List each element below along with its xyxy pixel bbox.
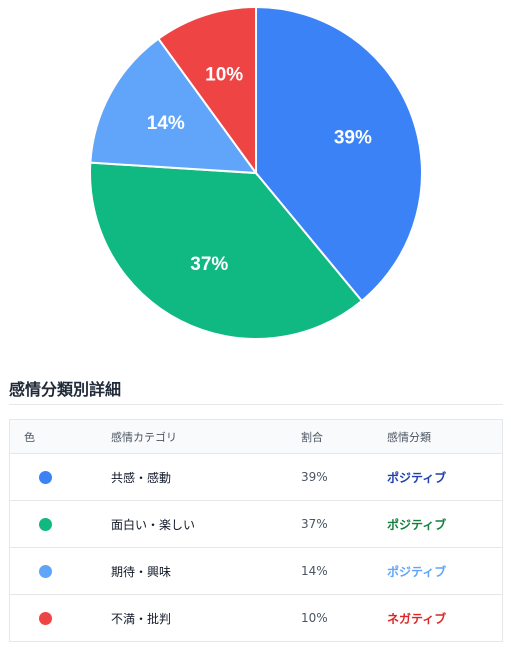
category-cell: 共感・感動 <box>111 453 301 501</box>
type-label: ポジティブ <box>387 564 447 579</box>
slice-empathy <box>255 5 423 303</box>
color-dot <box>39 471 52 484</box>
table-header-row: 色 感情カテゴリ 割合 感情分類 <box>9 419 503 454</box>
slice-percent-label: 10% <box>205 65 243 86</box>
color-dot <box>39 612 52 625</box>
slice-percent-label: 39% <box>334 128 372 149</box>
type-cell: ネガティブ <box>387 595 503 642</box>
percent-cell: 10% <box>301 611 328 625</box>
type-label: ポジティブ <box>387 470 447 485</box>
slice-expectation <box>89 37 259 175</box>
section-divider <box>9 404 503 405</box>
pie-slice-labels: 39% 37% 14% 10% <box>147 65 372 276</box>
pie-chart: 39% 37% 14% 10% <box>89 5 423 340</box>
header-percent: 割合 <box>301 419 387 454</box>
section-title: 感情分類別詳細 <box>9 380 122 399</box>
color-cell <box>9 547 111 595</box>
color-dot <box>39 518 52 531</box>
type-label: ネガティブ <box>387 611 447 626</box>
type-label: ポジティブ <box>387 517 447 532</box>
type-cell: ポジティブ <box>387 453 503 501</box>
emotion-detail-table: 色 感情カテゴリ 割合 感情分類 共感・感動 39% ポジティブ 面白い・楽しい… <box>9 419 503 642</box>
percent-cell: 14% <box>301 547 387 595</box>
percent-cell: 39% <box>301 453 387 501</box>
category-cell: 面白い・楽しい <box>111 500 301 548</box>
header-color: 色 <box>9 419 111 454</box>
percent-cell: 37% <box>301 500 387 548</box>
color-cell <box>10 595 112 642</box>
table-row: 不満・批判 10% ネガティブ <box>10 595 503 642</box>
color-dot <box>39 565 52 578</box>
color-cell <box>9 500 111 548</box>
slice-percent-label: 14% <box>147 113 185 134</box>
table-row: 共感・感動 39% ポジティブ <box>9 453 503 501</box>
header-type: 感情分類 <box>387 419 503 454</box>
slice-fun <box>89 161 364 340</box>
table-row: 期待・興味 14% ポジティブ <box>9 547 503 595</box>
category-cell: 期待・興味 <box>111 547 301 595</box>
slice-dissatisfaction <box>157 5 257 177</box>
pie-slices <box>89 5 423 340</box>
header-category: 感情カテゴリ <box>111 419 301 454</box>
slice-percent-label: 37% <box>190 254 228 275</box>
category-cell: 不満・批判 <box>111 611 172 626</box>
color-cell <box>9 453 111 501</box>
type-cell: ポジティブ <box>387 547 503 595</box>
type-cell: ポジティブ <box>387 500 503 548</box>
table-row: 面白い・楽しい 37% ポジティブ <box>9 500 503 548</box>
